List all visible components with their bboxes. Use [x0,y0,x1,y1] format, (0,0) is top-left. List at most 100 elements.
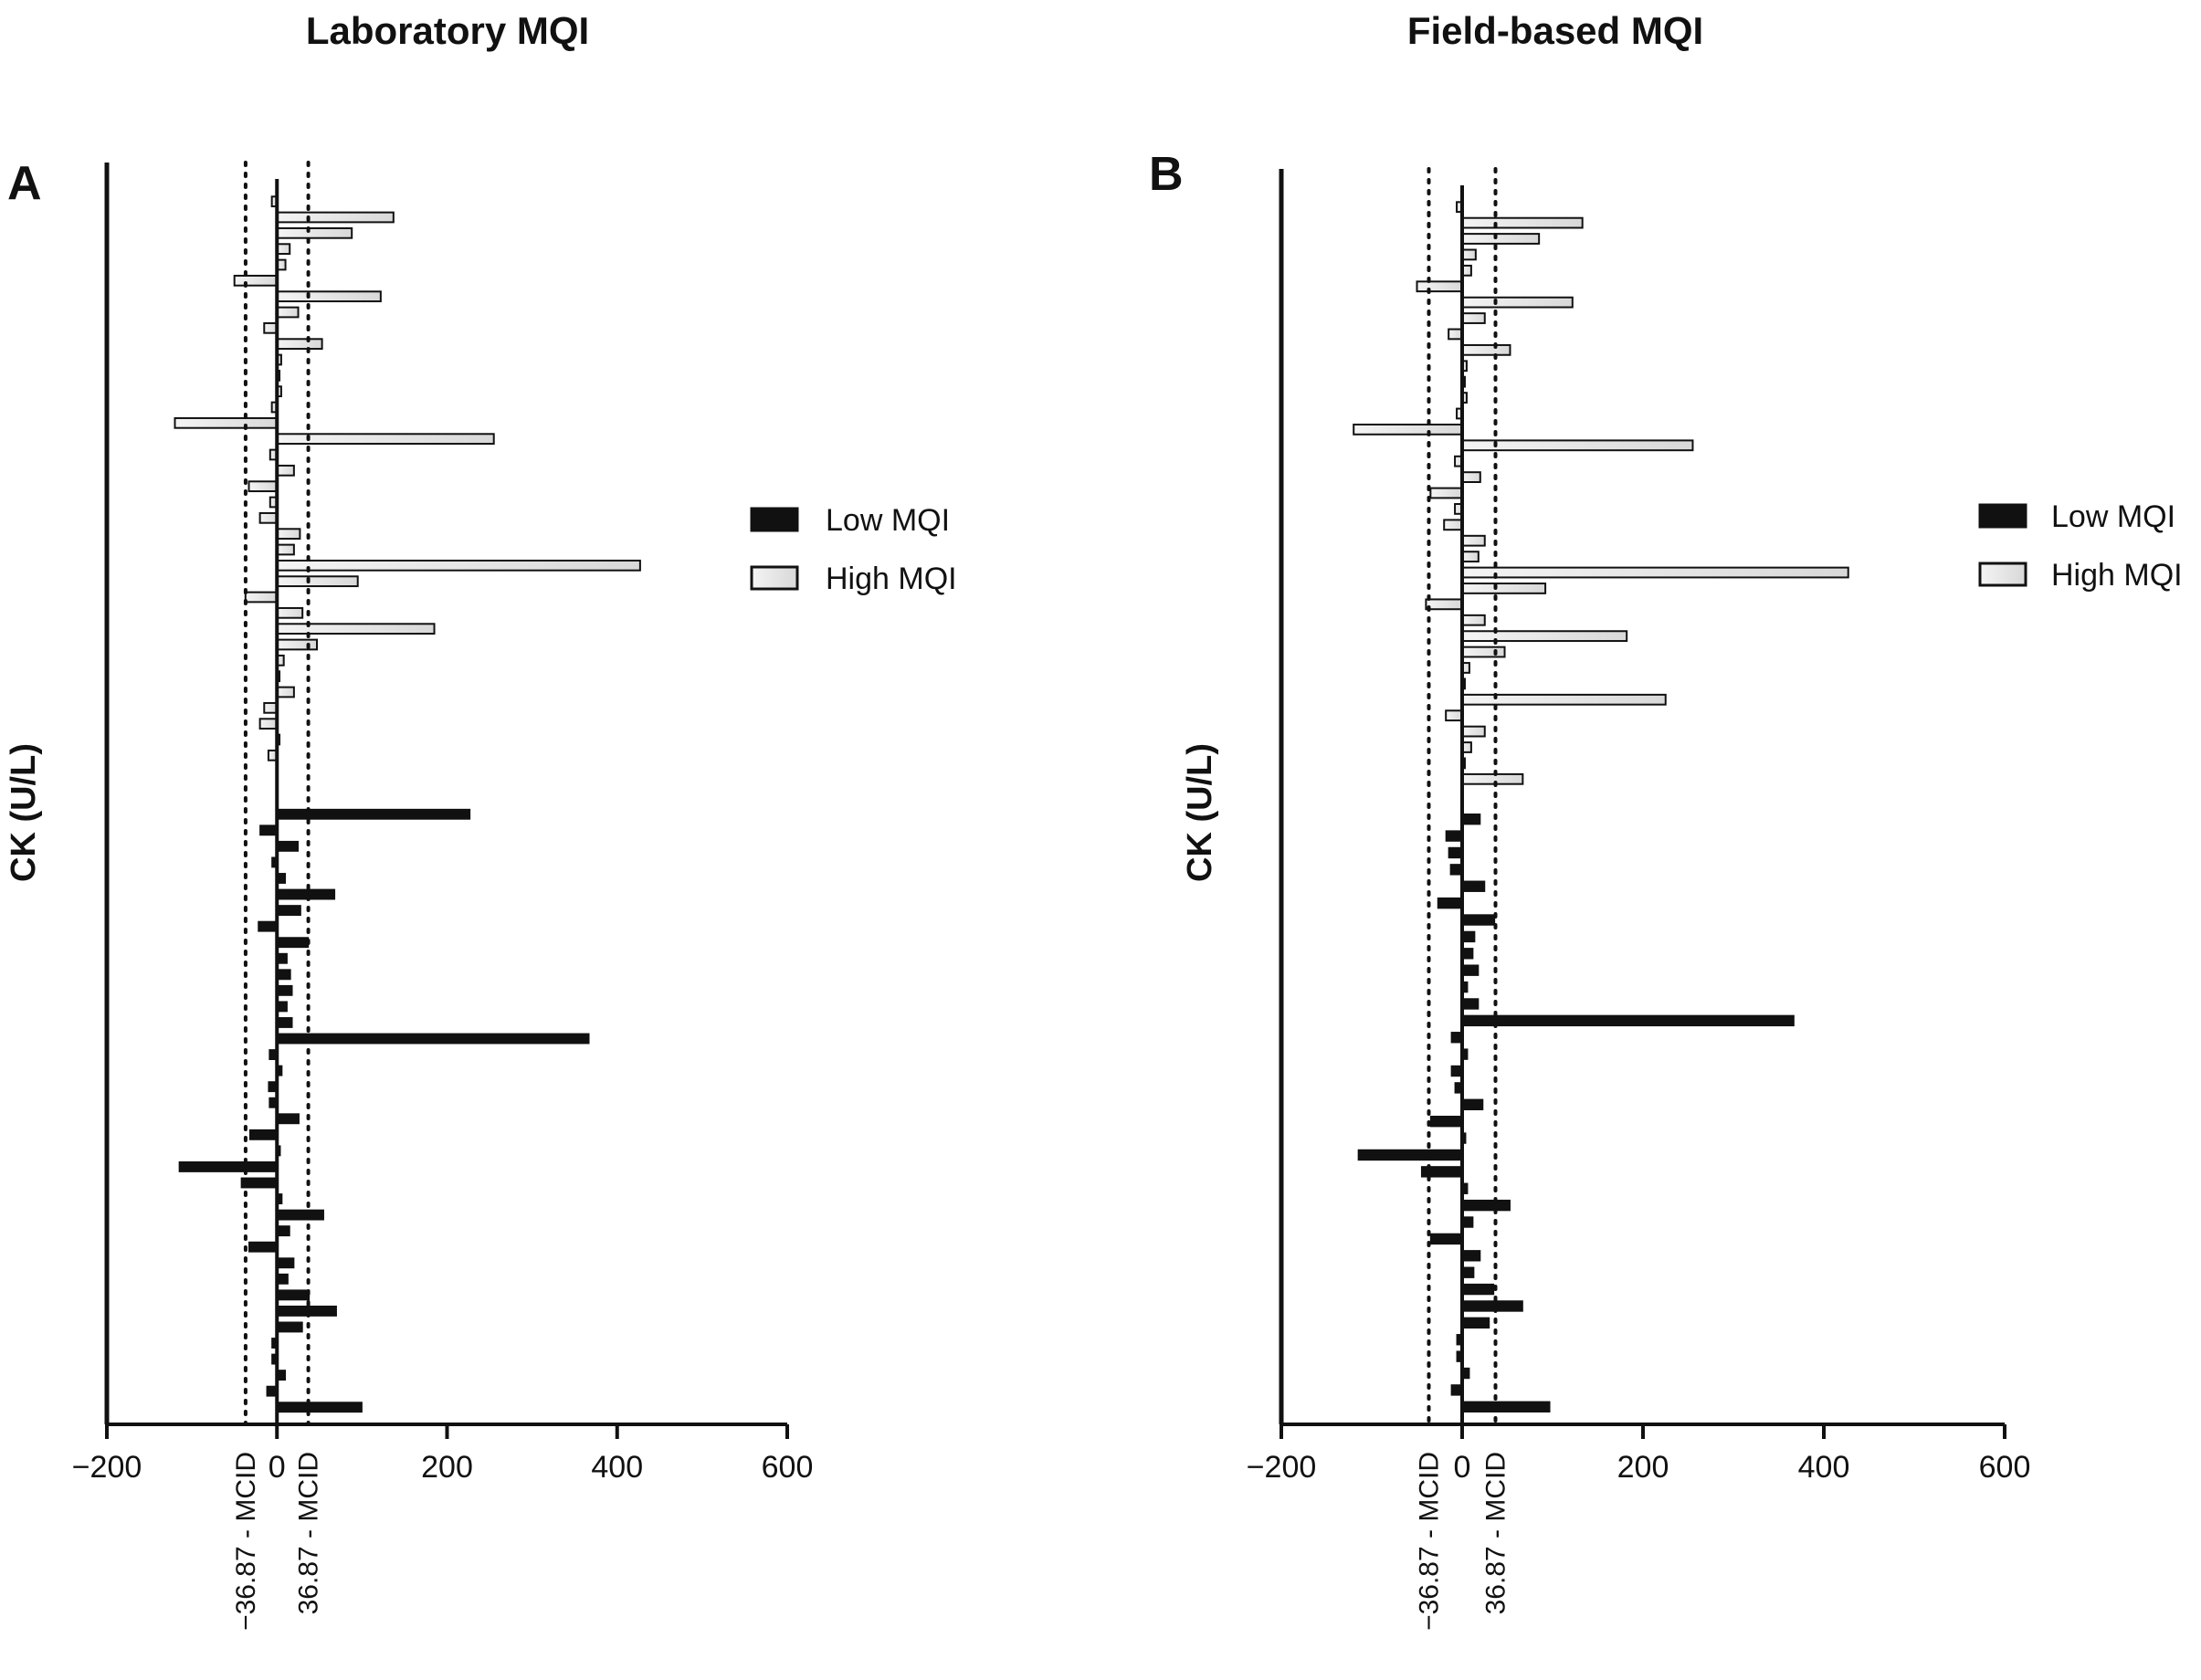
y-axis-label: CK (U/L) [1181,743,1219,882]
bar-high-mqi [276,338,323,351]
mcid-label: 36.87 - MCID [1481,1452,1511,1614]
bar-high-mqi [1461,296,1574,309]
mcid-label: −36.87 - MCID [231,1452,261,1631]
bar-low-mqi [1461,1283,1495,1296]
bar-low-mqi [276,1225,290,1237]
x-tick-label: 600 [1979,1450,2031,1485]
bar-low-mqi [1461,914,1496,926]
bar-high-mqi [276,528,301,541]
bar-high-mqi [276,211,395,224]
chart-title: Field-based MQI [1407,9,1703,52]
bar-low-mqi [178,1160,278,1172]
bar-low-mqi [276,1257,295,1269]
bar-low-mqi [1357,1149,1463,1161]
bar-high-mqi [1445,709,1464,722]
legend: Low MQI High MQI [1978,499,2183,593]
bar-high-mqi [1461,630,1628,643]
bar-low-mqi [1437,897,1463,909]
bar-high-mqi [1461,693,1667,706]
bar-high-mqi [276,606,304,619]
bar-low-mqi [1445,830,1463,842]
x-tick-label: 200 [421,1450,473,1485]
bar-high-mqi [276,290,382,303]
bar-high-mqi [276,559,641,572]
bar-high-mqi [258,511,279,524]
bar-high-mqi [1416,280,1463,293]
bar-low-mqi [276,969,291,981]
bar-low-mqi [1461,1098,1484,1111]
bar-low-mqi [1461,1317,1490,1329]
legend-swatch-low [750,507,799,532]
x-tick-label: −200 [72,1450,142,1485]
bar-high-mqi [1461,471,1481,483]
legend-label-low: Low MQI [2051,499,2175,534]
bar-low-mqi [1461,1300,1523,1312]
bar-high-mqi [1461,566,1849,579]
bar-low-mqi [258,920,278,932]
bar-high-mqi [1461,343,1511,356]
bar-high-mqi [276,638,319,651]
bar-high-mqi [263,321,279,334]
x-tick-label: 400 [1798,1450,1850,1485]
bar-low-mqi [276,1209,324,1221]
bar-high-mqi [1461,216,1584,229]
bar-low-mqi [276,840,300,852]
bar-low-mqi [276,888,336,900]
bar-high-mqi [276,226,353,239]
bar-low-mqi [1429,1233,1463,1245]
bar-high-mqi [276,306,300,319]
panel-a: A Laboratory MQI CK (U/L) Low MQI High M… [5,9,957,1631]
legend-label-high: High MQI [826,562,957,596]
bar-high-mqi [276,623,436,635]
bar-high-mqi [1461,551,1480,563]
legend-swatch-high [750,565,799,591]
bar-low-mqi [276,1402,363,1413]
y-axis-label: CK (U/L) [5,743,43,882]
bar-high-mqi [244,591,279,604]
chart-title: Laboratory MQI [306,9,589,52]
bar-low-mqi [276,937,310,949]
bar-low-mqi [1461,813,1481,825]
bar-high-mqi [1429,487,1463,499]
bar-high-mqi [1448,328,1464,341]
x-tick-label: 600 [762,1450,814,1485]
x-tick-label: 0 [1454,1450,1471,1485]
bar-high-mqi [1461,583,1547,594]
bar-low-mqi [1448,846,1463,859]
bar-high-mqi [276,464,295,477]
x-tick-label: 0 [269,1450,286,1485]
bar-low-mqi [248,1241,278,1253]
bar-high-mqi [276,686,295,698]
bar-high-mqi [1461,614,1486,626]
bar-low-mqi [248,1129,278,1140]
bar-high-mqi [1461,312,1486,324]
legend: Low MQI High MQI [750,503,957,596]
legend-label-high: High MQI [2051,558,2183,593]
x-tick-label: −200 [1247,1450,1317,1485]
bar-low-mqi [276,1033,590,1045]
bar-low-mqi [276,905,301,917]
bar-high-mqi [1461,233,1541,245]
bar-low-mqi [276,1017,293,1028]
legend-swatch-high [1978,562,2027,587]
panel-letter: A [7,157,42,210]
bar-low-mqi [276,984,293,996]
bar-high-mqi [258,718,279,730]
bar-low-mqi [1461,1250,1481,1262]
panel-b: B Field-based MQI CK (U/L) Low MQI High … [1149,9,2183,1631]
bar-low-mqi [1461,998,1480,1010]
bar-low-mqi [1461,964,1480,976]
bar-low-mqi [1429,1115,1463,1128]
bar-low-mqi [276,1113,300,1125]
bar-low-mqi [1461,1014,1795,1027]
bar-high-mqi [1461,534,1486,547]
bar-high-mqi [174,416,279,429]
bar-high-mqi [1461,772,1524,785]
bar-low-mqi [259,824,278,836]
bar-low-mqi [1461,880,1486,892]
mcid-label: −36.87 - MCID [1414,1452,1444,1631]
bar-high-mqi [1461,248,1477,261]
bar-high-mqi [1425,598,1464,611]
bar-low-mqi [276,808,471,820]
